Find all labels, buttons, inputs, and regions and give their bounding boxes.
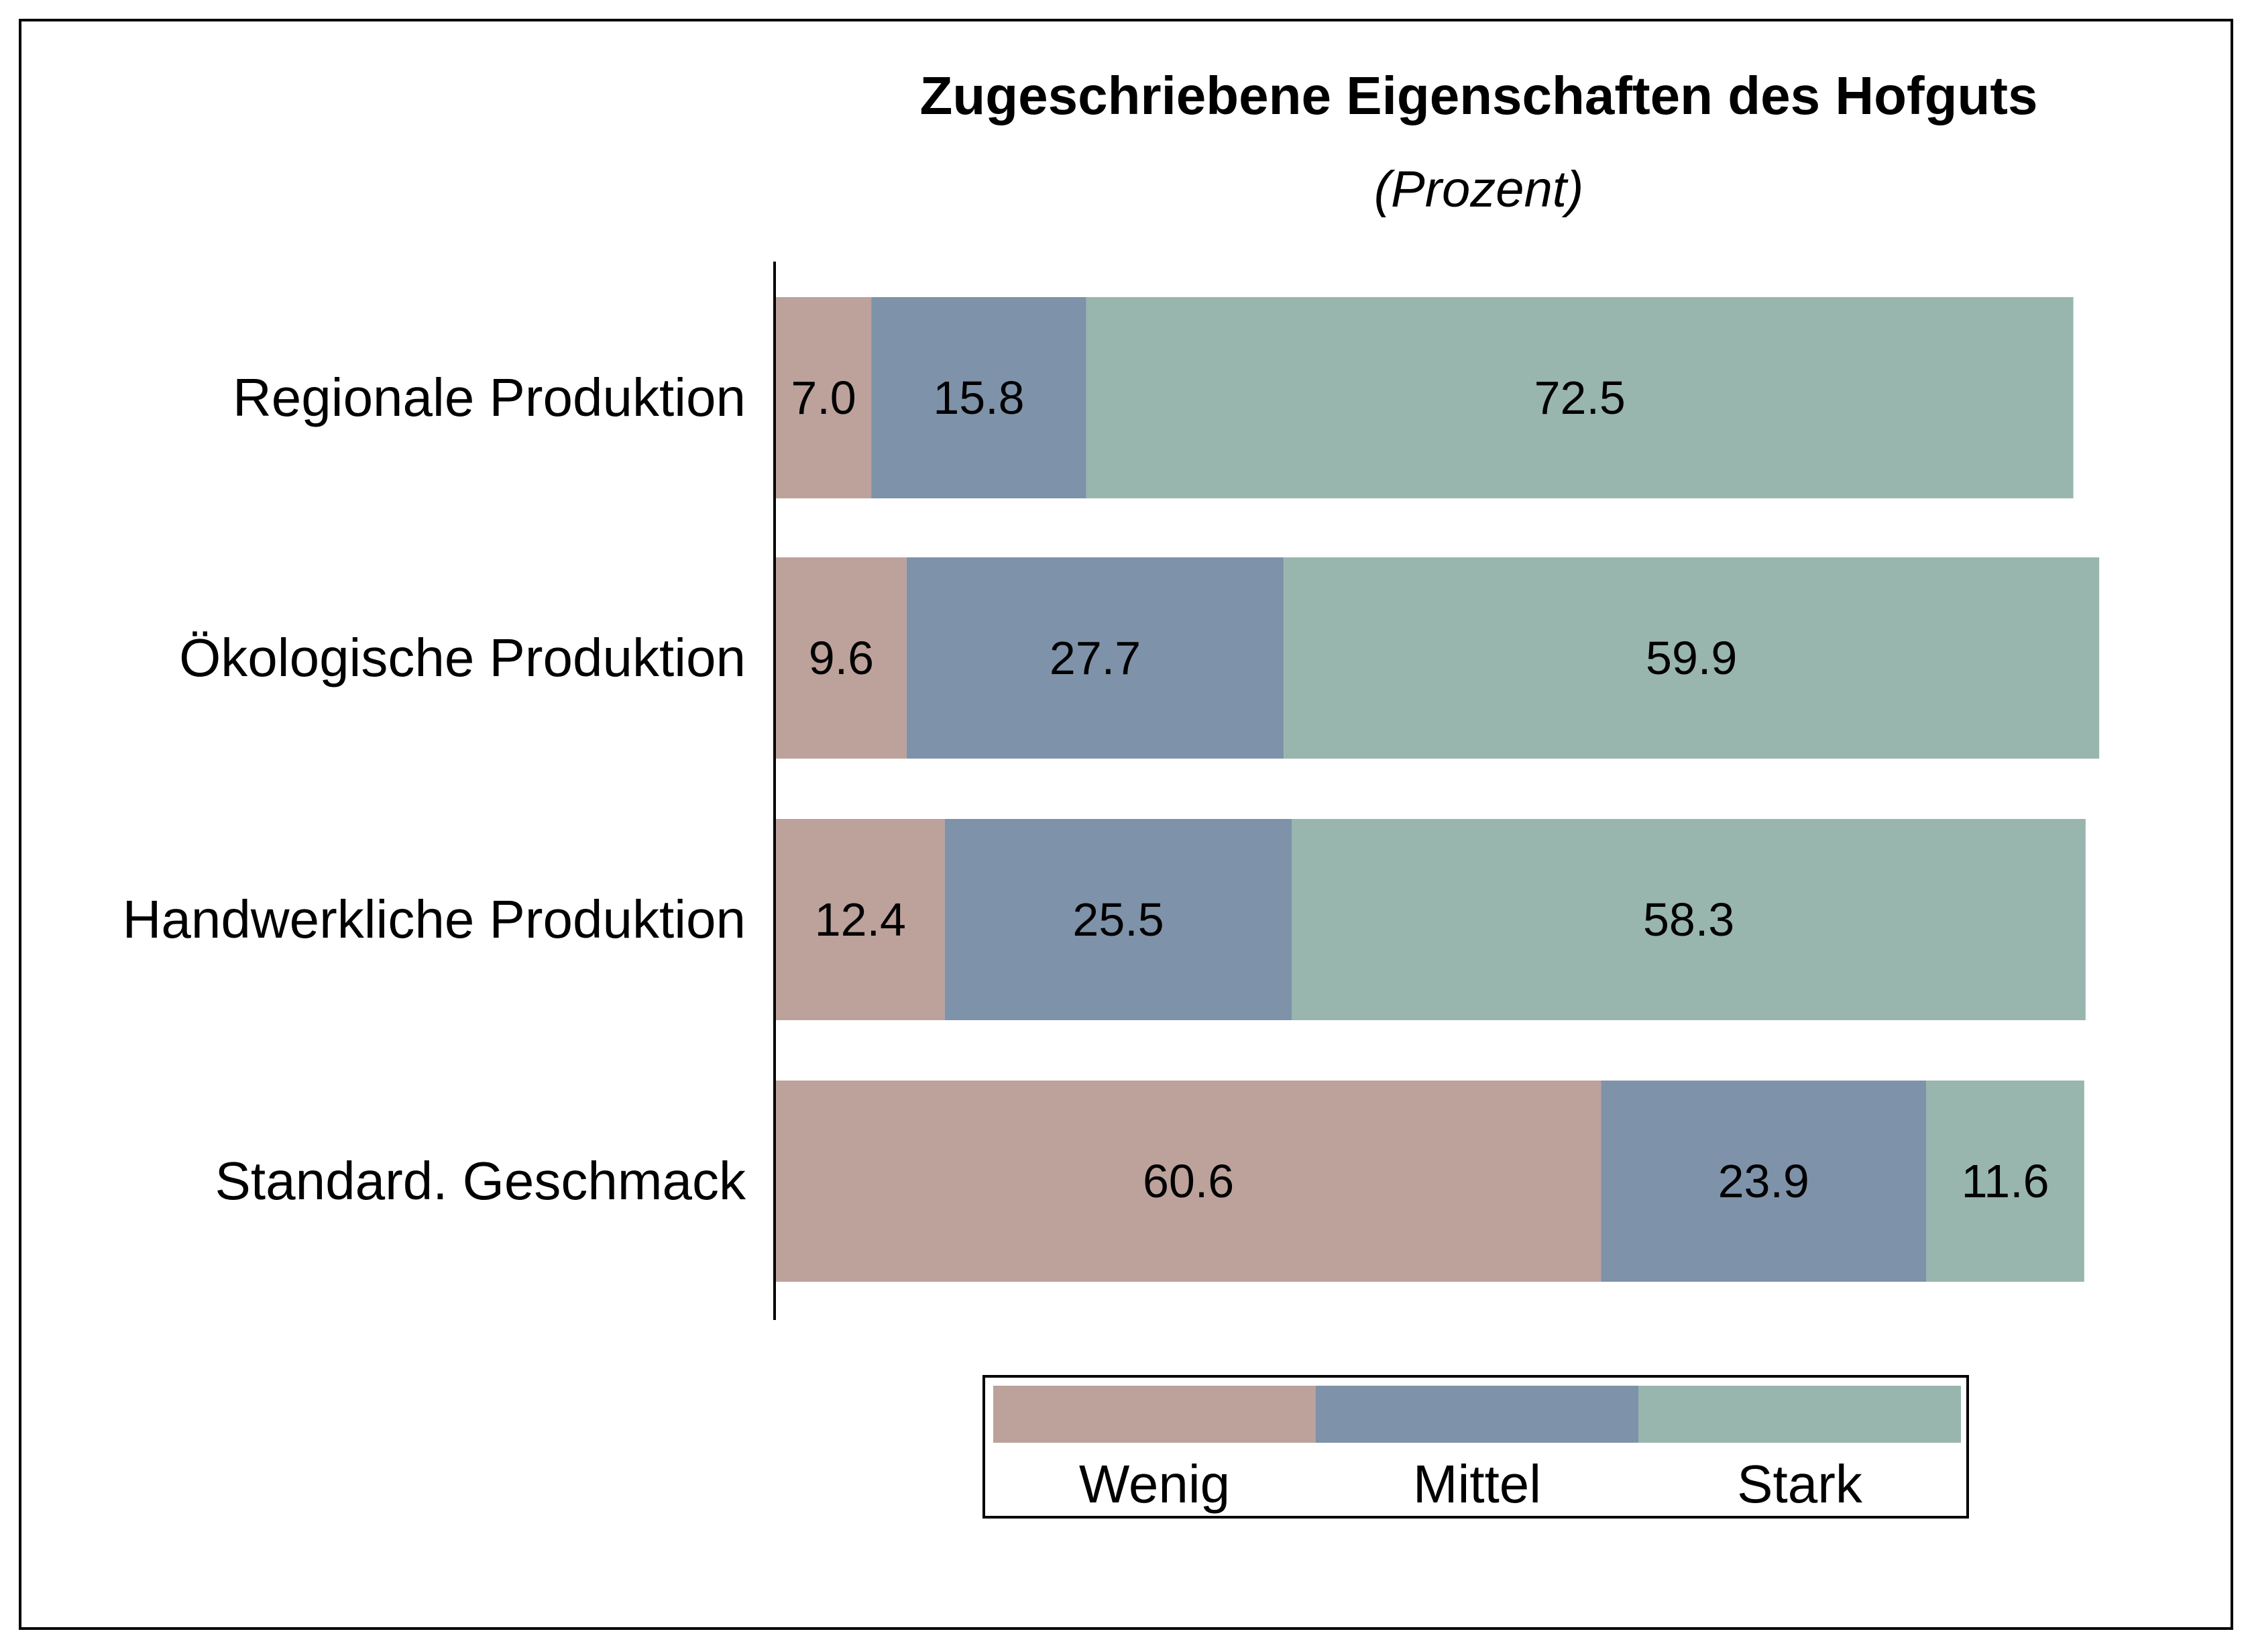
data-label: 9.6: [809, 632, 874, 684]
bar-segment-stark: [1284, 557, 2100, 759]
bar-segment-mittel: [1601, 1081, 1927, 1282]
legend-label: Stark: [1737, 1454, 1863, 1514]
legend-swatch-stark: [1638, 1386, 1961, 1443]
bar-segment-stark: [1292, 819, 2086, 1020]
chart-title: Zugeschriebene Eigenschaften des Hofguts: [920, 66, 2038, 125]
category-label: Handwerkliche Produktion: [123, 889, 746, 949]
bar-segment-wenig: [776, 297, 872, 498]
data-label: 23.9: [1718, 1155, 1809, 1207]
category-label: Regionale Produktion: [233, 368, 746, 427]
legend: Wenig Mittel Stark: [982, 1375, 1969, 1519]
legend-label: Mittel: [1413, 1454, 1541, 1514]
bars-layer: 7.0 15.8 72.5 9.6 27.7 59.9 12.4 25.5 58.3 60.6 23…: [776, 297, 2100, 1282]
data-label: 11.6: [1962, 1155, 2049, 1207]
bar-segment-stark: [1926, 1081, 2084, 1282]
data-label: 12.4: [815, 893, 906, 946]
category-label: Standard. Geschmack: [215, 1151, 746, 1211]
data-label: 25.5: [1072, 893, 1164, 946]
category-labels: Regionale Produktion Ökologische Produkti…: [123, 368, 746, 1211]
data-label: 59.9: [1646, 632, 1737, 684]
bar-segment-wenig: [776, 1081, 1601, 1282]
data-label: 60.6: [1143, 1155, 1234, 1207]
legend-items: Wenig Mittel Stark: [993, 1386, 1961, 1514]
data-label: 27.7: [1050, 632, 1141, 684]
bar-segment-mittel: [871, 297, 1086, 498]
legend-swatch-mittel: [1316, 1386, 1638, 1443]
chart-subtitle: (Prozent): [1374, 161, 1584, 218]
legend-label: Wenig: [1079, 1454, 1230, 1514]
bar-segment-wenig: [776, 557, 907, 759]
data-label: 72.5: [1534, 372, 1626, 424]
bar-segment-mittel: [944, 819, 1292, 1020]
bar-segment-wenig: [776, 819, 945, 1020]
data-label: 15.8: [933, 372, 1024, 424]
data-label: 7.0: [791, 372, 856, 424]
legend-swatch-wenig: [993, 1386, 1316, 1443]
bar-segment-stark: [1086, 297, 2074, 498]
category-label: Ökologische Produktion: [179, 628, 746, 687]
data-label: 58.3: [1643, 893, 1734, 946]
bar-segment-mittel: [906, 557, 1284, 759]
